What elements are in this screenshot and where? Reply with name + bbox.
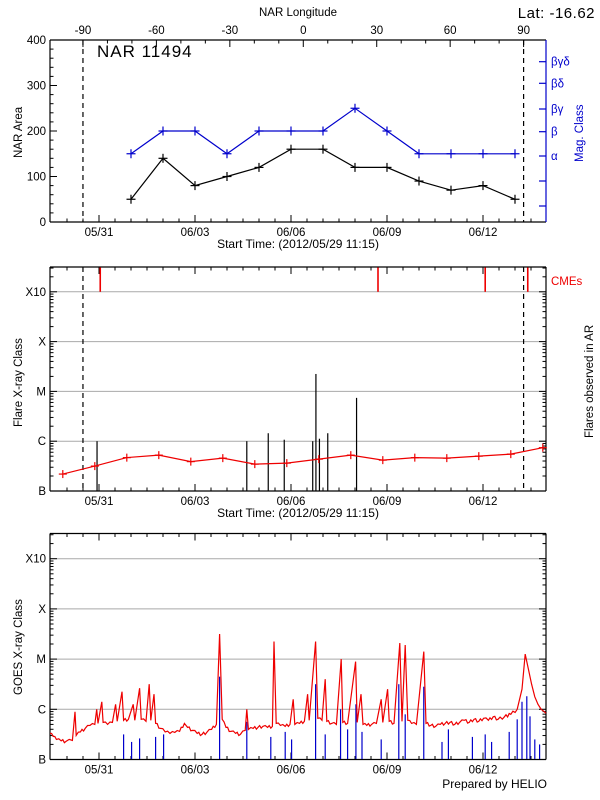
tick-label: X [38, 337, 46, 349]
tick-label: 0 [40, 217, 46, 229]
tick-label: 05/31 [85, 227, 114, 239]
tick-label: 06/03 [181, 496, 210, 508]
flare-class-axis-label: Flare X-ray Class [13, 338, 25, 427]
tick-label: βδ [551, 78, 564, 90]
mag-class-axis-label: Mag. Class [574, 104, 586, 162]
tick-label: βγδ [551, 57, 570, 69]
tick-label: M [36, 386, 46, 398]
tick-label: X10 [26, 287, 46, 299]
prepared-by-credit: Prepared by HELIO [442, 777, 547, 791]
nar-area-series [126, 144, 520, 204]
tick-label: M [36, 654, 46, 666]
tick-label: X [38, 604, 46, 616]
tick-label: -30 [222, 25, 239, 37]
tick-label: 06/03 [181, 227, 210, 239]
tick-label: -90 [75, 25, 92, 37]
tick-label: B [38, 755, 46, 767]
cme-ticks [99, 267, 529, 292]
active-region-title: NAR 11494 [97, 42, 193, 61]
tick-label: 06/09 [373, 496, 402, 508]
cme-axis-label: CMEs [551, 276, 583, 288]
nar-area-panel: 0 100 200 300 400 -90 -60 -30 0 30 60 90 05/31 06/03 0… [27, 25, 570, 239]
latitude-readout: Lat: -16.62 [517, 5, 595, 22]
tick-label: βγ [551, 104, 564, 116]
start-time-caption-mid: Start Time: (2012/05/29 11:15) [217, 506, 379, 520]
tick-label: 05/31 [85, 496, 114, 508]
mag-class-series [126, 103, 520, 159]
tick-label: C [38, 704, 46, 716]
tick-label: B [38, 486, 46, 498]
goes-event-spikes [122, 676, 541, 759]
flare-spikes [96, 373, 358, 491]
tick-label: 90 [517, 25, 530, 37]
tick-label: α [551, 151, 558, 163]
flares-in-ar-panel: B C M X X10 05/31 06/03 06/06 06/09 06/12 [26, 266, 547, 508]
tick-label: 06/06 [277, 496, 306, 508]
tick-label: 0 [300, 25, 306, 37]
longitude-axis-title: NAR Longitude [259, 7, 337, 19]
tick-label: 200 [27, 126, 46, 138]
flares-in-ar-axis-label: Flares observed in AR [584, 324, 596, 438]
flare-activity-series [58, 443, 547, 479]
goes-curve [49, 633, 547, 744]
tick-label: -60 [148, 25, 165, 37]
tick-label: 06/12 [469, 227, 498, 239]
tick-label: β [551, 127, 558, 139]
tick-label: X10 [26, 554, 46, 566]
start-time-caption-top: Start Time: (2012/05/29 11:15) [217, 237, 379, 251]
tick-label: 06/12 [469, 765, 498, 777]
goes-class-axis-label: GOES X-ray Class [13, 599, 25, 695]
tick-label: 06/09 [373, 765, 402, 777]
tick-label: 300 [27, 81, 46, 93]
tick-label: 60 [444, 25, 457, 37]
nar-area-axis-label: NAR Area [13, 106, 25, 158]
tick-label: 05/31 [85, 765, 114, 777]
tick-label: 30 [370, 25, 383, 37]
tick-label: 06/03 [181, 765, 210, 777]
tick-label: 06/06 [277, 227, 306, 239]
tick-label: 100 [27, 172, 46, 184]
tick-label: 06/06 [277, 765, 306, 777]
tick-label: C [38, 436, 46, 448]
tick-label: 06/12 [469, 496, 498, 508]
tick-label: 06/09 [373, 227, 402, 239]
tick-label: 400 [27, 35, 46, 47]
goes-xray-panel: B C M X X10 05/31 06/03 06/06 06/09 06/12 [26, 532, 547, 777]
